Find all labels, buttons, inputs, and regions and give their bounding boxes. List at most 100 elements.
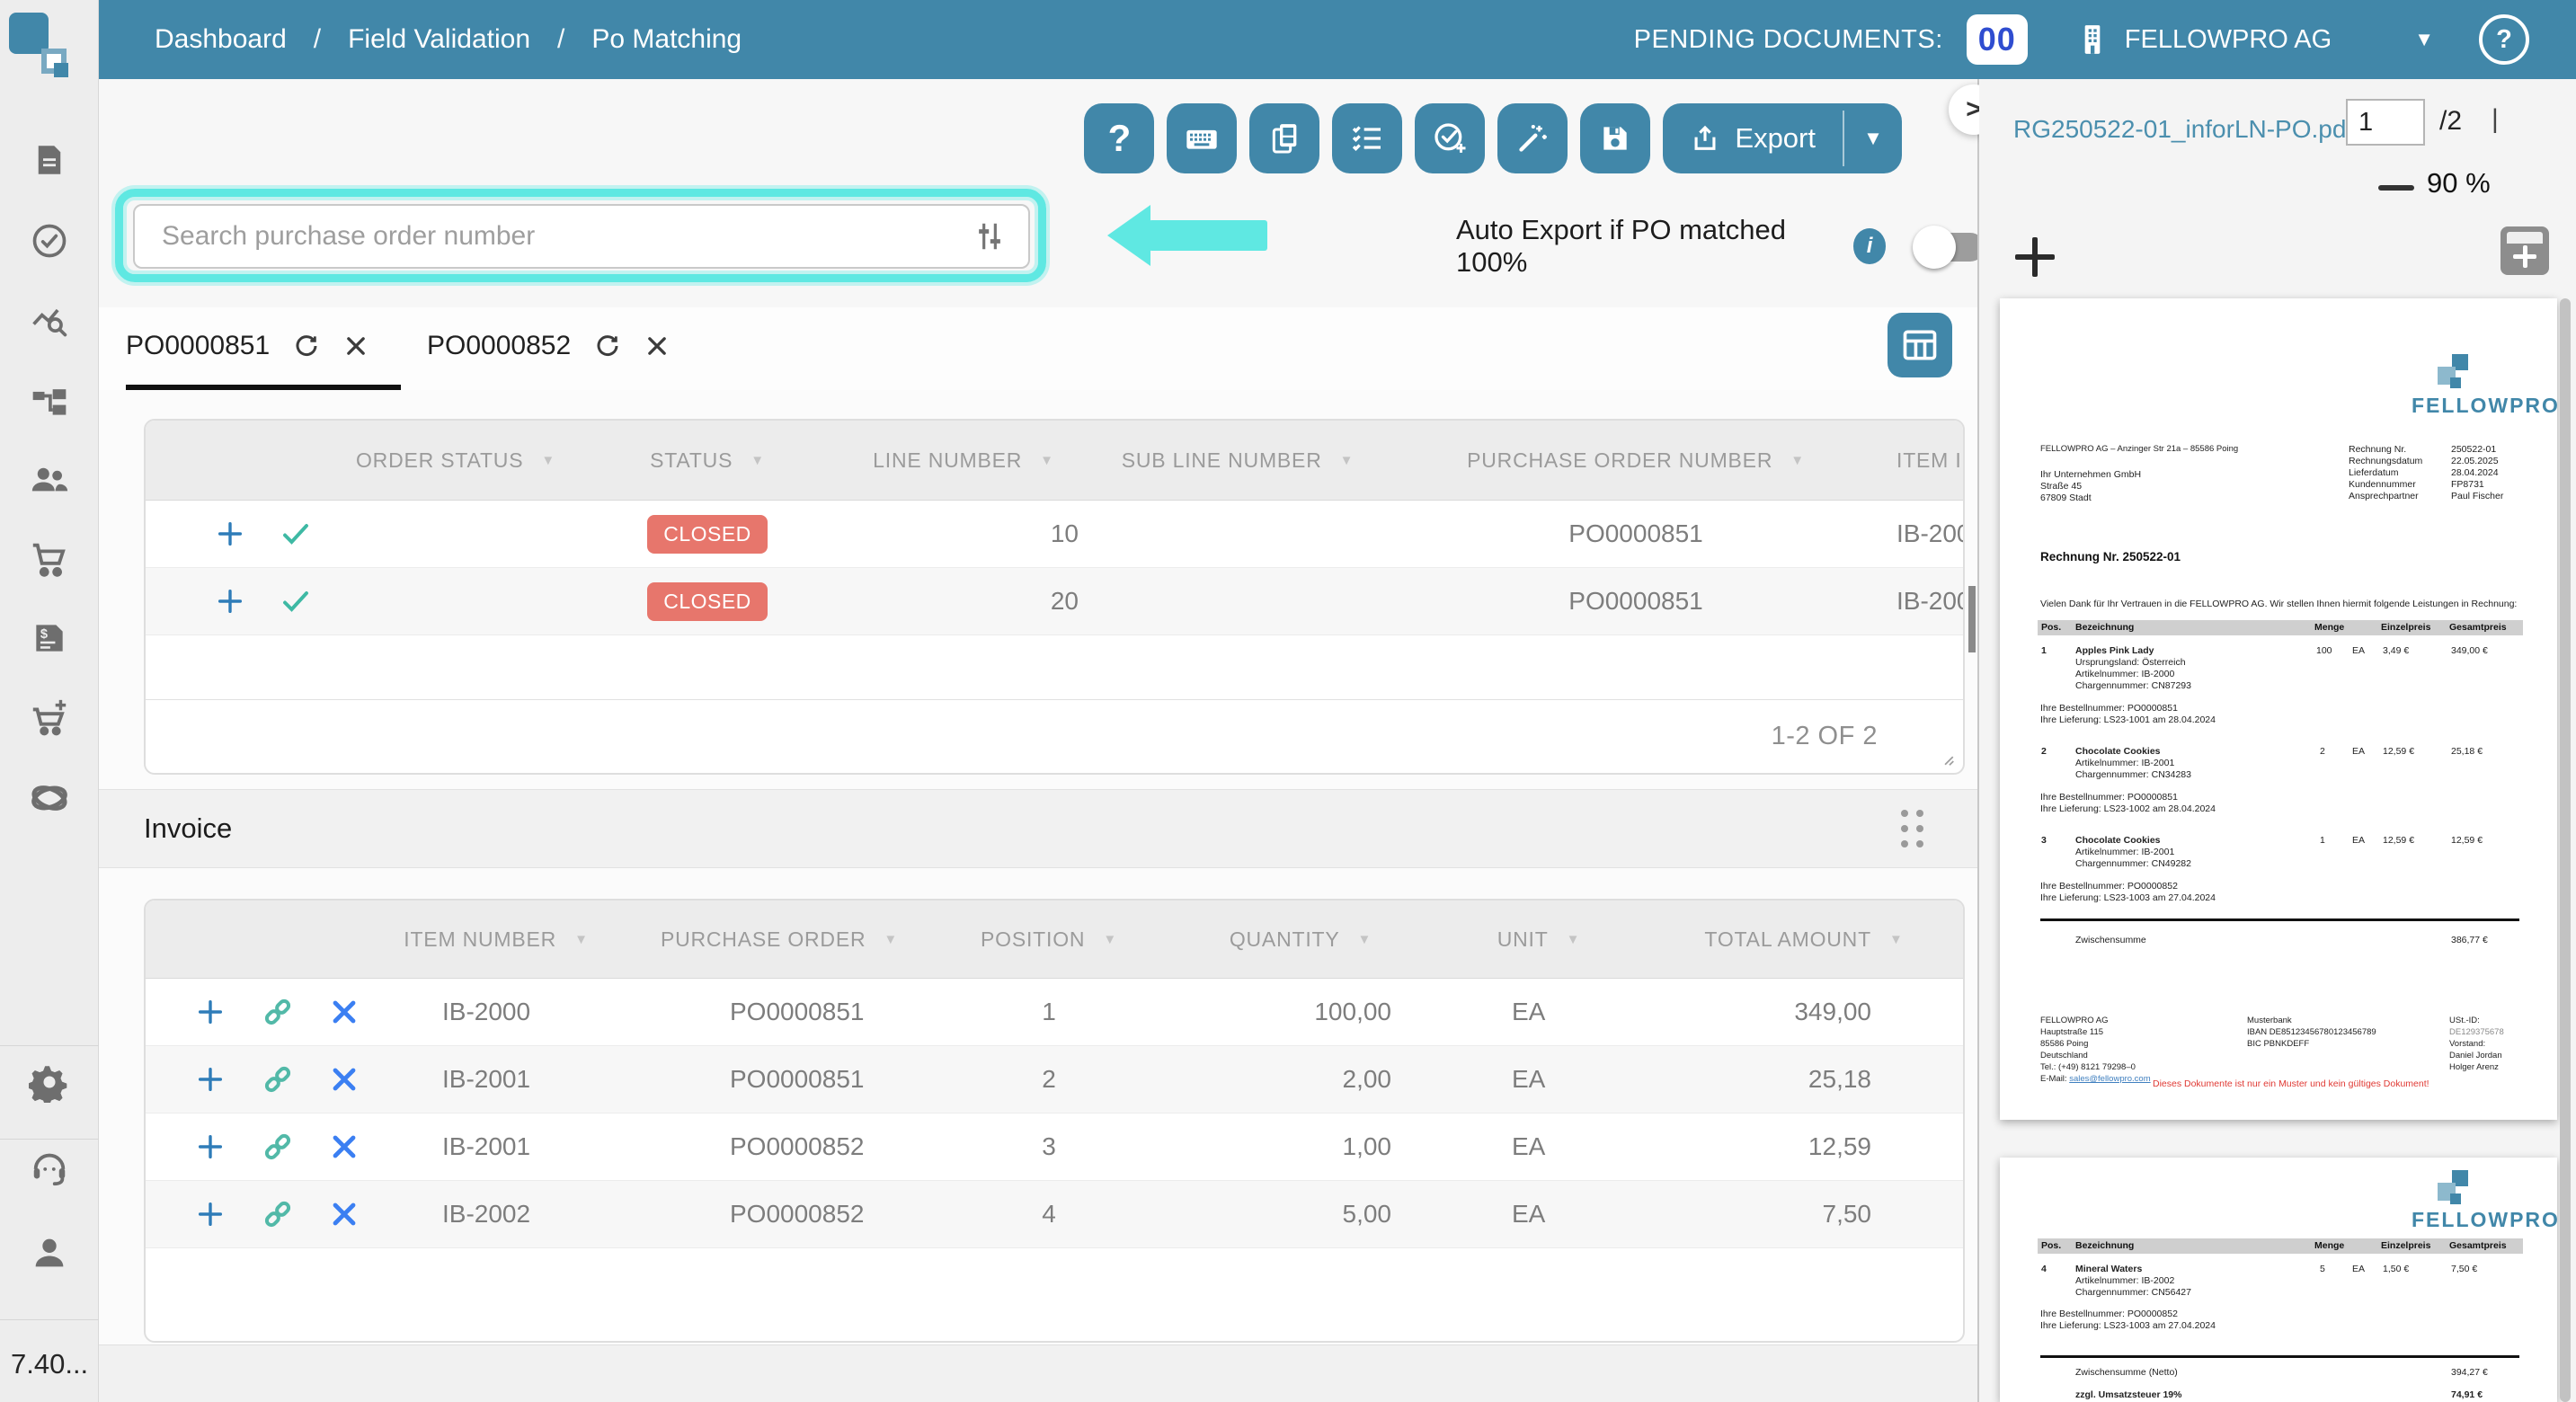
unlink-x-icon[interactable] <box>330 1132 359 1161</box>
save-button[interactable] <box>1580 103 1651 173</box>
add-icon[interactable] <box>215 586 245 617</box>
invoice-row[interactable]: IB-2001 PO0000852 3 1,00 EA 12,59 <box>146 1114 1963 1181</box>
app-logo[interactable] <box>9 13 70 77</box>
close-icon[interactable] <box>343 333 369 359</box>
check-add-button[interactable] <box>1415 103 1486 173</box>
add-icon[interactable] <box>195 1064 226 1095</box>
company-dropdown-caret-icon[interactable]: ▼ <box>2414 28 2434 50</box>
col-purchase-order[interactable]: PURCHASE ORDER ▼ <box>660 927 899 951</box>
col-order-status[interactable]: ORDER STATUS ▼ <box>355 448 556 472</box>
chart-search-icon[interactable] <box>30 301 69 341</box>
settings-gear-icon[interactable] <box>29 1061 70 1103</box>
documents-icon[interactable] <box>31 141 68 179</box>
annotation-arrow-left <box>1107 205 1267 266</box>
resize-handle-icon[interactable] <box>1932 744 1956 768</box>
sort-caret-icon[interactable]: ▼ <box>1566 931 1581 947</box>
sort-caret-icon[interactable]: ▼ <box>751 452 765 468</box>
pdf-meta-label: Lieferdatum <box>2349 467 2399 478</box>
breadcrumb-field-validation[interactable]: Field Validation <box>348 24 531 54</box>
open-in-window-button[interactable] <box>2500 226 2549 275</box>
cart-icon[interactable] <box>29 538 70 580</box>
sort-caret-icon[interactable]: ▼ <box>574 931 589 947</box>
export-button[interactable]: Export <box>1663 103 1843 173</box>
invoice-row[interactable]: IB-2000 PO0000851 1 100,00 EA 349,00 <box>146 979 1963 1046</box>
keyboard-button[interactable] <box>1167 103 1238 173</box>
col-item-number[interactable]: ITEM NUMBER ▼ <box>404 927 589 951</box>
sort-caret-icon[interactable]: ▼ <box>1790 452 1805 468</box>
col-sub-line-number[interactable]: SUB LINE NUMBER ▼ <box>1121 448 1355 472</box>
invoice-row[interactable]: IB-2001 PO0000851 2 2,00 EA 25,18 <box>146 1046 1963 1114</box>
rings-icon[interactable] <box>28 776 71 820</box>
export-dropdown-caret-icon[interactable]: ▼ <box>1863 127 1883 149</box>
table-columns-button[interactable] <box>1888 313 1952 377</box>
page-number-input[interactable] <box>2346 99 2425 146</box>
zoom-in-button[interactable] <box>2015 237 2055 277</box>
line-number-cell: 10 <box>1050 519 1079 547</box>
close-icon[interactable] <box>644 333 670 359</box>
sort-caret-icon[interactable]: ▼ <box>1357 931 1372 947</box>
sort-caret-icon[interactable]: ▼ <box>541 452 556 468</box>
col-item-id[interactable]: ITEM ID <box>1896 448 1963 472</box>
col-purchase-order-number[interactable]: PURCHASE ORDER NUMBER ▼ <box>1467 448 1805 472</box>
zoom-out-button[interactable] <box>2378 185 2414 191</box>
help-icon[interactable]: ? <box>2479 14 2529 65</box>
unlink-x-icon[interactable] <box>330 1065 359 1094</box>
people-icon[interactable] <box>29 458 70 500</box>
link-icon[interactable] <box>260 1061 296 1097</box>
col-unit[interactable]: UNIT ▼ <box>1497 927 1581 951</box>
drag-handle-icon[interactable] <box>1901 810 1923 847</box>
col-line-number[interactable]: LINE NUMBER ▼ <box>873 448 1054 472</box>
invoice-row[interactable]: IB-2002 PO0000852 4 5,00 EA 7,50 <box>146 1181 1963 1248</box>
unlink-x-icon[interactable] <box>330 1200 359 1229</box>
cart-plus-icon[interactable] <box>29 697 70 739</box>
support-headset-icon[interactable] <box>29 1147 70 1188</box>
breadcrumb-po-matching[interactable]: Po Matching <box>591 24 742 54</box>
account-person-icon[interactable] <box>29 1232 70 1273</box>
link-icon[interactable] <box>260 1196 296 1232</box>
link-icon[interactable] <box>260 1129 296 1165</box>
col-quantity[interactable]: QUANTITY ▼ <box>1229 927 1372 951</box>
link-icon[interactable] <box>260 994 296 1030</box>
pdf-item-total: 12,59 € <box>2451 835 2483 846</box>
po-table-row[interactable]: CLOSED 20 PO0000851 IB-2000 <box>146 568 1963 635</box>
sort-caret-icon[interactable]: ▼ <box>1103 931 1117 947</box>
tab-po0000852[interactable]: PO0000852 <box>427 307 670 385</box>
invoice-dollar-icon[interactable]: $ <box>30 618 69 658</box>
checklist-button[interactable] <box>1332 103 1403 173</box>
pdf-footer-line: Deutschland <box>2040 1051 2088 1060</box>
add-icon[interactable] <box>215 519 245 549</box>
sort-caret-icon[interactable]: ▼ <box>1339 452 1355 468</box>
quantity-cell: 2,00 <box>1342 1065 1392 1093</box>
filter-tune-icon[interactable] <box>973 219 1007 253</box>
pdf-filename-link[interactable]: RG250522-01_inforLN-PO.pdf <box>2013 115 2354 143</box>
duplicate-document-button[interactable] <box>1249 103 1320 173</box>
help-button[interactable]: ? <box>1084 103 1155 173</box>
sort-caret-icon[interactable]: ▼ <box>884 931 899 947</box>
info-icon[interactable]: i <box>1852 228 1887 264</box>
sort-caret-icon[interactable]: ▼ <box>1040 452 1054 468</box>
pdf-scrollbar[interactable] <box>2560 298 2571 1402</box>
refresh-icon[interactable] <box>594 333 621 359</box>
hierarchy-icon[interactable] <box>30 381 69 421</box>
tab-po0000851[interactable]: PO0000851 <box>126 307 369 385</box>
sort-caret-icon[interactable]: ▼ <box>1888 931 1904 947</box>
refresh-icon[interactable] <box>293 333 320 359</box>
breadcrumb-dashboard[interactable]: Dashboard <box>155 24 287 54</box>
add-icon[interactable] <box>195 1131 226 1162</box>
pdf-page-2: FELLOWPRO Pos. Bezeichnung Menge Einzelp… <box>2000 1158 2558 1402</box>
add-icon[interactable] <box>195 1199 226 1229</box>
pdf-email-link[interactable]: sales@fellowpro.com <box>2069 1074 2151 1084</box>
panel-splitter[interactable] <box>1977 79 1979 1402</box>
company-selector[interactable]: FELLOWPRO AG <box>2074 20 2332 59</box>
auto-export-toggle[interactable] <box>1913 226 1979 269</box>
col-status[interactable]: STATUS ▼ <box>650 448 765 472</box>
unlink-x-icon[interactable] <box>330 998 359 1026</box>
col-position[interactable]: POSITION ▼ <box>981 927 1117 951</box>
add-icon[interactable] <box>195 997 226 1027</box>
po-table-row[interactable]: CLOSED 10 PO0000851 IB-2000 <box>146 501 1963 568</box>
magic-wand-button[interactable] <box>1497 103 1568 173</box>
pdf-footer-line: Vorstand: <box>2449 1039 2486 1049</box>
check-circle-icon[interactable] <box>30 221 69 261</box>
col-total-amount[interactable]: TOTAL AMOUNT ▼ <box>1704 927 1904 951</box>
search-input[interactable] <box>135 221 973 252</box>
